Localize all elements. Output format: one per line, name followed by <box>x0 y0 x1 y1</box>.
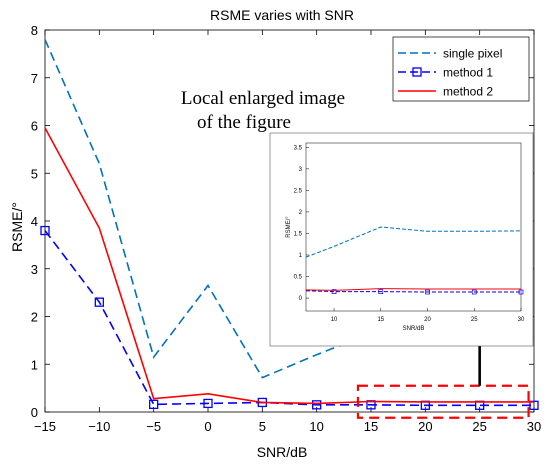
series-marker <box>40 225 50 236</box>
inset-background <box>269 132 534 347</box>
y-tick-label: 1 <box>31 357 38 372</box>
inset-y-tick-label: 3 <box>299 167 303 173</box>
inset-y-tick-label: 0.5 <box>294 275 303 281</box>
inset-series-marker <box>425 289 430 295</box>
inset-y-tick-label: 2 <box>299 210 303 216</box>
inset-y-tick-label: 2.5 <box>294 188 303 194</box>
inset-x-tick-label: 20 <box>424 317 431 323</box>
inset-y-tick-label: 0 <box>299 296 303 302</box>
x-tick-label: 25 <box>472 419 486 434</box>
legend-label: single pixel <box>443 47 502 61</box>
y-tick-label: 4 <box>31 214 38 229</box>
inset-y-tick-label: 1.5 <box>294 231 303 237</box>
inset-x-tick-label: 10 <box>331 317 338 323</box>
x-tick-label: −15 <box>34 419 56 434</box>
x-tick-label: 30 <box>527 419 541 434</box>
series-marker <box>203 398 213 409</box>
inset-series-marker <box>471 289 477 295</box>
inset-x-tick-label: 30 <box>518 317 525 323</box>
inset-frame <box>305 142 522 312</box>
inset-series-marker <box>518 289 524 295</box>
inset-series-line <box>305 288 521 291</box>
inset-chart: 10 15 20 25 30 0 0.5 1 1.5 2 2.5 3 3.5 SNR/dB RSME/° <box>269 132 534 347</box>
inset-series-line <box>305 226 522 258</box>
y-axis-label: RSME/° <box>9 202 25 252</box>
x-tick-label: −10 <box>88 419 110 434</box>
inset-x-tick-label: 15 <box>377 317 384 323</box>
inset-y-tick-label: 3.5 <box>294 145 303 151</box>
x-tick-label: 5 <box>259 419 266 434</box>
inset-series-marker <box>378 289 384 294</box>
y-tick-label: 7 <box>31 71 38 86</box>
inset-x-tick-label: 25 <box>471 317 478 323</box>
y-tick-label: 5 <box>31 166 38 181</box>
x-tick-label: 15 <box>364 419 378 434</box>
series-marker <box>312 400 322 410</box>
annotation-line-1: Local enlarged image <box>181 88 345 109</box>
legend: single pixel method 1 method 2 <box>392 36 530 102</box>
inset-series-marker <box>331 289 337 294</box>
x-tick-label: 0 <box>204 419 211 434</box>
legend-label: method 1 <box>443 66 493 80</box>
zoom-region-box <box>356 384 530 419</box>
x-axis-label: SNR/dB <box>257 444 308 460</box>
x-tick-label: 10 <box>309 419 323 434</box>
y-tick-label: 0 <box>31 405 38 420</box>
series-line <box>44 127 534 405</box>
legend-label: method 2 <box>443 85 493 99</box>
series-marker <box>94 297 104 307</box>
annotation-line-2: of the figure <box>197 112 291 133</box>
inset-y-tick-label: 1 <box>299 253 303 259</box>
legend-marker <box>412 67 422 77</box>
y-tick-label: 8 <box>31 23 38 38</box>
inset-y-axis-label: RSME/° <box>286 216 292 238</box>
inset-x-axis-label: SNR/dB <box>403 326 425 332</box>
y-tick-label: 3 <box>31 262 38 277</box>
x-tick-label: 20 <box>418 419 432 434</box>
series-marker <box>149 399 159 410</box>
x-tick-label: −5 <box>146 419 161 434</box>
y-tick-label: 6 <box>31 119 38 134</box>
y-tick-label: 2 <box>31 310 38 325</box>
chart-title: RSME varies with SNR <box>210 7 354 23</box>
inset-series-line <box>305 290 521 293</box>
